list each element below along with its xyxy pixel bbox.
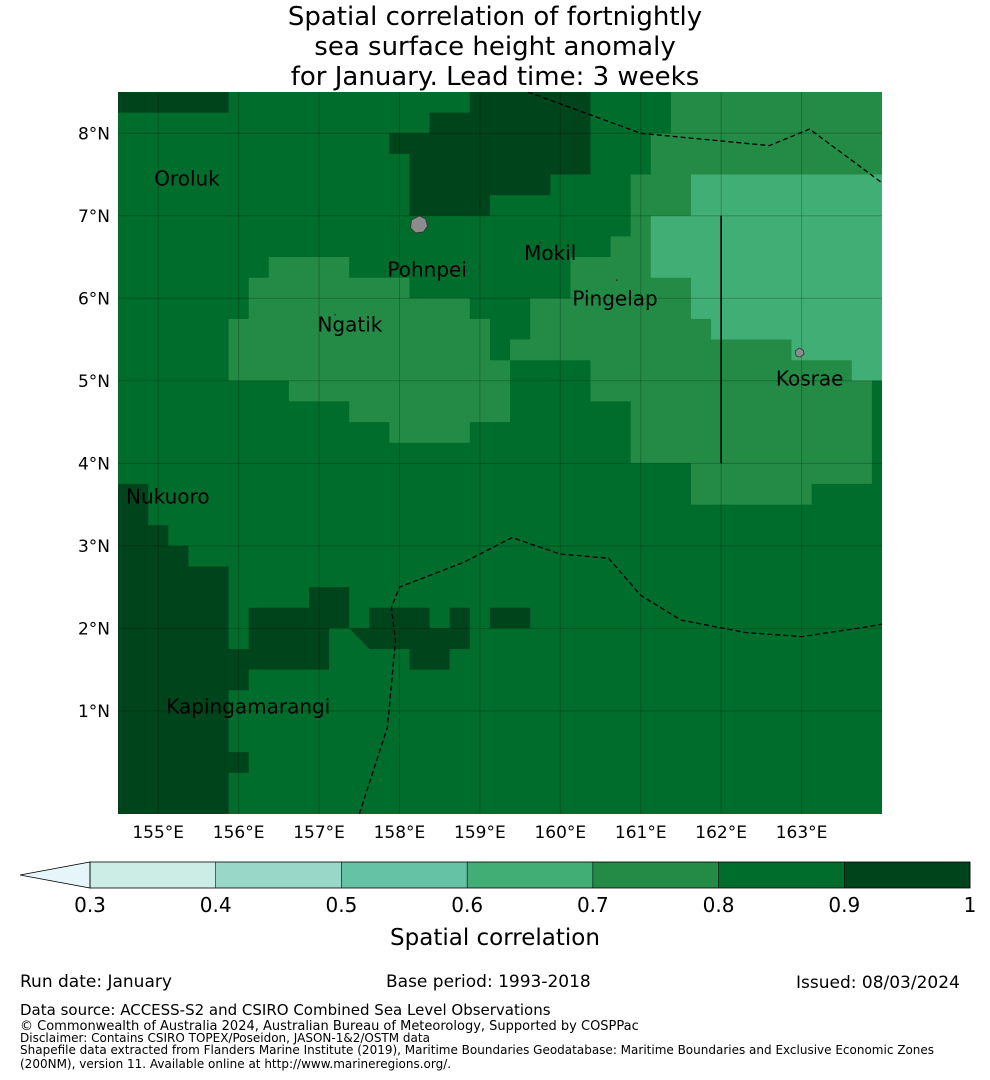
y-tick-label-1: 7°N <box>78 207 110 227</box>
island-dot-oroluk <box>181 177 184 180</box>
x-tick-label-1: 156°E <box>213 823 265 843</box>
y-tick-label-6: 2°N <box>78 619 110 639</box>
island-label-nukuoro: Nukuoro <box>126 484 210 508</box>
colorbar-tick-label-1: 0.4 <box>200 893 232 917</box>
colorbar-swatch-4 <box>592 862 719 888</box>
island-dot-ngatik <box>334 313 337 316</box>
heatmap-region-1 <box>389 92 591 216</box>
colorbar-tick-label-7: 1 <box>964 893 977 917</box>
colorbar-swatch-5 <box>718 862 845 888</box>
shapefile-credit-1: Shapefile data extracted from Flanders M… <box>20 1043 935 1057</box>
shapefile-credit-2: (200NM), version 11. Available online at… <box>20 1057 452 1071</box>
island-label-kapingamarangi: Kapingamarangi <box>166 695 330 719</box>
colorbar-swatch-1 <box>215 862 342 888</box>
x-tick-label-6: 161°E <box>615 823 667 843</box>
island-label-mokil: Mokil <box>524 241 576 265</box>
correlation-map-chart: Oroluk Pohnpei Mokil Pingelap Ngatik Kosrae Nu… <box>19 92 977 951</box>
heatmap-region-0 <box>118 92 229 113</box>
colorbar-swatch-3 <box>467 862 593 888</box>
island-shape-kosrae <box>794 347 805 358</box>
islands: Oroluk Pohnpei Mokil Pingelap Ngatik Kosrae Nu… <box>125 167 843 719</box>
eez-boundary-0 <box>527 92 882 184</box>
chart-title-line-1: Spatial correlation of fortnightly <box>287 2 703 32</box>
y-tick-label-2: 6°N <box>78 289 110 309</box>
colorbar-tick-label-0: 0.3 <box>74 893 106 917</box>
island-shape-pohnpei <box>410 215 428 234</box>
heatmap-region-4 <box>650 174 882 381</box>
y-tick-label-5: 3°N <box>78 537 110 557</box>
colorbar-tick-label-2: 0.5 <box>326 893 358 917</box>
island-label-pingelap: Pingelap <box>572 286 657 310</box>
y-tick-label-4: 4°N <box>78 454 110 474</box>
copyright: © Commonwealth of Australia 2024, Austra… <box>20 1019 639 1034</box>
base-period: Base period: 1993-2018 <box>386 972 591 992</box>
colorbar-label: Spatial correlation <box>390 925 600 951</box>
issued-date: Issued: 08/03/2024 <box>796 973 960 993</box>
data-source: Data source: ACCESS-S2 and CSIRO Combine… <box>20 1001 551 1019</box>
colorbar-swatch-6 <box>844 862 970 888</box>
island-label-ngatik: Ngatik <box>317 313 382 337</box>
island-dot-nukuoro <box>125 495 127 498</box>
heatmap-region-3 <box>228 257 511 443</box>
colorbar-tick-label-6: 0.9 <box>828 893 860 917</box>
x-tick-label-4: 159°E <box>454 823 506 843</box>
island-label-kosrae: Kosrae <box>776 366 844 390</box>
island-dot-pingelap <box>615 279 618 282</box>
map-plot-area <box>118 92 882 814</box>
x-tick-label-2: 157°E <box>293 823 345 843</box>
graticule <box>118 92 882 814</box>
colorbar-tick-label-5: 0.8 <box>703 893 735 917</box>
colorbar-tick-label-3: 0.6 <box>451 893 483 917</box>
y-tick-label-0: 8°N <box>78 124 110 144</box>
island-dot-mokil <box>539 242 542 244</box>
island-label-pohnpei: Pohnpei <box>387 257 467 281</box>
run-date: Run date: January <box>20 972 172 992</box>
colorbar-swatch-0 <box>90 862 216 888</box>
heatmap-region-5 <box>118 483 531 814</box>
x-tick-label-7: 162°E <box>695 823 747 843</box>
x-tick-label-5: 160°E <box>534 823 586 843</box>
x-tick-label-3: 158°E <box>374 823 426 843</box>
y-tick-label-7: 1°N <box>78 702 110 722</box>
colorbar-swatch-2 <box>341 862 468 888</box>
chart-title-line-2: sea surface height anomaly <box>314 32 676 62</box>
colorbar-tick-label-4: 0.7 <box>577 893 609 917</box>
eez-boundaries <box>358 92 882 814</box>
chart-title-line-3: for January. Lead time: 3 weeks <box>290 62 700 92</box>
island-dot-kapingamarangi <box>165 705 168 708</box>
y-tick-label-3: 5°N <box>78 372 110 392</box>
y-axis-ticks: 8°N 7°N 6°N 5°N 4°N 3°N 2°N 1°N <box>78 124 110 722</box>
island-label-oroluk: Oroluk <box>154 167 220 191</box>
chart-title: Spatial correlation of fortnightly sea s… <box>0 2 990 92</box>
x-tick-label-8: 163°E <box>776 823 828 843</box>
x-tick-label-0: 155°E <box>132 823 184 843</box>
x-axis-ticks: 155°E 156°E 157°E 158°E 159°E 160°E 161°E 162°E… <box>132 823 827 843</box>
disclaimer: Disclaimer: Contains CSIRO TOPEX/Poseido… <box>20 1031 430 1045</box>
colorbar: 0.3 0.4 0.5 0.6 0.7 0.8 0.9 1 Spatial correlatio… <box>19 861 977 951</box>
colorbar-under-arrow <box>19 861 91 889</box>
